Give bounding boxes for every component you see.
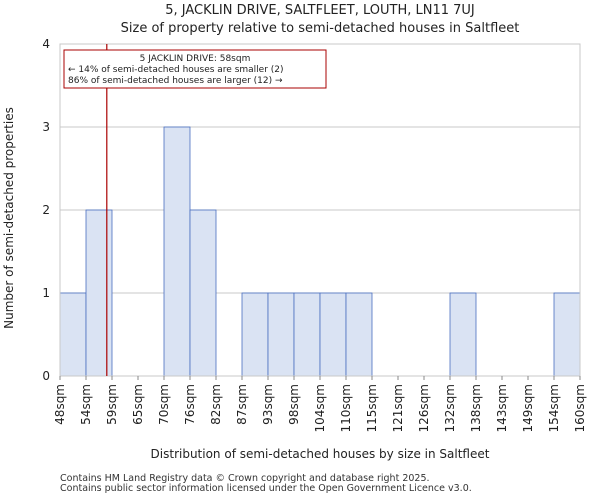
x-tick-label: 154sqm	[547, 384, 561, 432]
bar	[85, 209, 113, 377]
bar	[553, 292, 581, 377]
x-tick-label: 110sqm	[339, 384, 353, 432]
x-tick-label: 104sqm	[313, 384, 327, 432]
bar	[189, 209, 217, 377]
annotation-box	[63, 49, 327, 89]
bars	[59, 126, 581, 377]
x-tick-label: 160sqm	[573, 384, 587, 432]
y-tick-label: 4	[42, 37, 50, 51]
annotation-smaller: ← 14% of semi-detached houses are smalle…	[68, 65, 284, 75]
x-tick-label: 76sqm	[183, 384, 197, 425]
x-tick-label: 143sqm	[495, 384, 509, 432]
x-tick-label: 98sqm	[287, 384, 301, 425]
chart-subtitle: Size of property relative to semi-detach…	[121, 21, 520, 36]
bar	[345, 292, 373, 377]
bar	[59, 292, 87, 377]
bar	[293, 292, 321, 377]
bar	[163, 126, 191, 377]
x-tick-label: 132sqm	[443, 384, 457, 432]
x-axis-label: Distribution of semi-detached houses by …	[151, 447, 490, 461]
marker-annotation: 5 JACKLIN DRIVE: 58sqm ← 14% of semi-det…	[63, 49, 327, 89]
x-tick-label: 138sqm	[469, 384, 483, 432]
annotation-title: 5 JACKLIN DRIVE: 58sqm	[140, 54, 251, 64]
y-axis-ticks: 0 1 2 3 4	[42, 37, 50, 383]
x-tick-label: 149sqm	[521, 384, 535, 432]
bar	[319, 292, 347, 377]
x-tick-label: 87sqm	[235, 384, 249, 425]
y-tick-label: 0	[42, 369, 50, 383]
x-axis-ticks: 48sqm 54sqm 59sqm 65sqm 70sqm 76sqm 82sqm 87sqm…	[53, 376, 587, 432]
y-tick-label: 3	[42, 120, 50, 134]
chart-title: 5, JACKLIN DRIVE, SALTFLEET, LOUTH, LN11…	[165, 3, 475, 18]
footer-line-1: Contains HM Land Registry data © Crown c…	[60, 473, 430, 484]
y-tick-label: 1	[42, 286, 50, 300]
y-axis-label: Number of semi-detached properties	[2, 107, 16, 329]
y-tick-label: 2	[42, 203, 50, 217]
x-tick-label: 65sqm	[131, 384, 145, 425]
annotation-larger: 86% of semi-detached houses are larger (…	[68, 76, 283, 86]
x-tick-label: 54sqm	[79, 384, 93, 425]
x-tick-label: 126sqm	[417, 384, 431, 432]
x-tick-label: 48sqm	[53, 384, 67, 425]
x-tick-label: 82sqm	[209, 384, 223, 425]
footer-line-2: Contains public sector information licen…	[60, 483, 472, 494]
x-tick-label: 70sqm	[157, 384, 171, 425]
x-tick-label: 115sqm	[365, 384, 379, 432]
x-tick-label: 93sqm	[261, 384, 275, 425]
bar	[267, 292, 295, 377]
x-tick-label: 121sqm	[391, 384, 405, 432]
bar	[241, 292, 269, 377]
x-tick-label: 59sqm	[105, 384, 119, 425]
bar	[449, 292, 477, 377]
